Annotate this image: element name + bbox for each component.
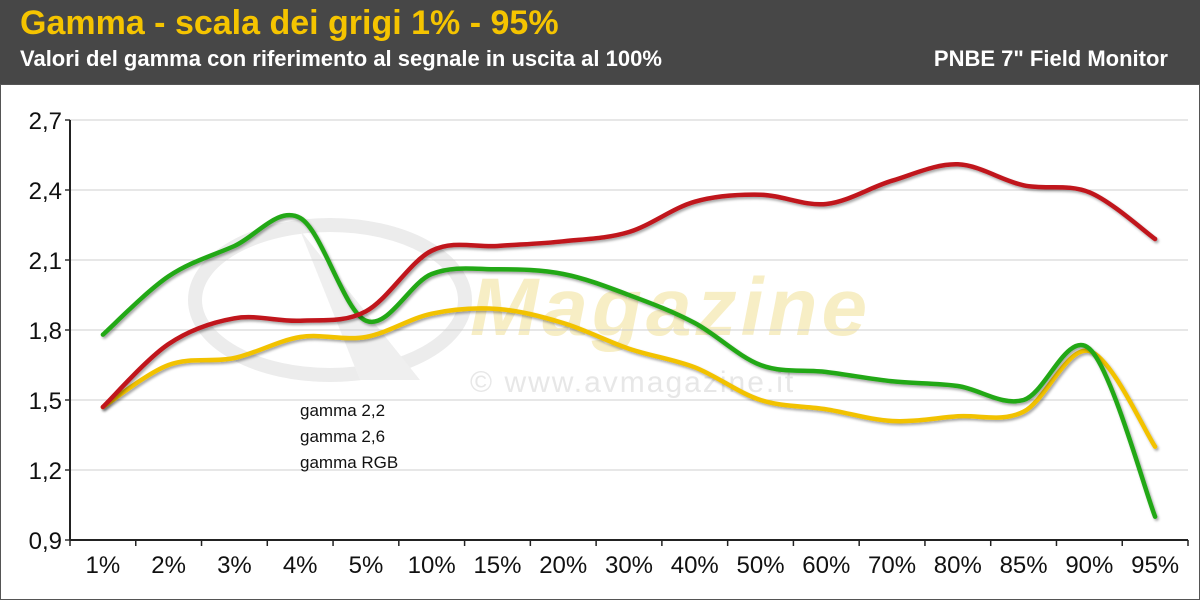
chart-subtitle: Valori del gamma con riferimento al segn… xyxy=(20,46,662,71)
x-tick-label: 15% xyxy=(473,552,521,579)
series-line-2 xyxy=(100,162,1158,410)
x-tick-label: 30% xyxy=(605,552,653,579)
series-line-0 xyxy=(100,306,1158,449)
y-tick-label: 2,7 xyxy=(29,108,62,135)
x-tick-label: 2% xyxy=(151,552,186,579)
watermark-copyright: © www.avmagazine.it xyxy=(470,366,795,399)
chart-title: Gamma - scala dei grigi 1% - 95% xyxy=(20,4,559,42)
watermark-logo-text: Magazine xyxy=(470,262,871,353)
x-tick-label: 70% xyxy=(868,552,916,579)
device-name: PNBE 7" Field Monitor xyxy=(933,46,1168,71)
x-tick-label: 85% xyxy=(1000,552,1048,579)
x-tick-label: 1% xyxy=(86,552,121,579)
y-tick-label: 2,1 xyxy=(29,248,62,275)
x-tick-label: 4% xyxy=(283,552,318,579)
legend-label-0: gamma 2,2 xyxy=(300,401,385,420)
x-tick-label: 60% xyxy=(802,552,850,579)
legend-label-2: gamma RGB xyxy=(300,453,398,472)
x-tick-label: 3% xyxy=(217,552,252,579)
watermark-logo-ring xyxy=(188,218,472,382)
watermark-logo-shape xyxy=(300,230,420,380)
x-tick-label: 50% xyxy=(737,552,785,579)
x-tick-label: 90% xyxy=(1065,552,1113,579)
y-tick-label: 1,2 xyxy=(29,458,62,485)
y-tick-label: 2,4 xyxy=(29,178,62,205)
x-tick-label: 20% xyxy=(539,552,587,579)
plot-area xyxy=(0,84,1200,600)
y-tick-label: 1,5 xyxy=(29,388,62,415)
series-line-1 xyxy=(100,212,1158,519)
x-tick-label: 95% xyxy=(1131,552,1179,579)
chart-header: Gamma - scala dei grigi 1% - 95% Valori … xyxy=(0,0,1200,84)
y-tick-label: 0,9 xyxy=(29,528,62,555)
y-tick-label: 1,8 xyxy=(29,318,62,345)
x-tick-label: 5% xyxy=(349,552,384,579)
legend-label-1: gamma 2,6 xyxy=(300,427,385,446)
x-tick-label: 80% xyxy=(934,552,982,579)
x-tick-label: 40% xyxy=(671,552,719,579)
x-tick-label: 10% xyxy=(408,552,456,579)
